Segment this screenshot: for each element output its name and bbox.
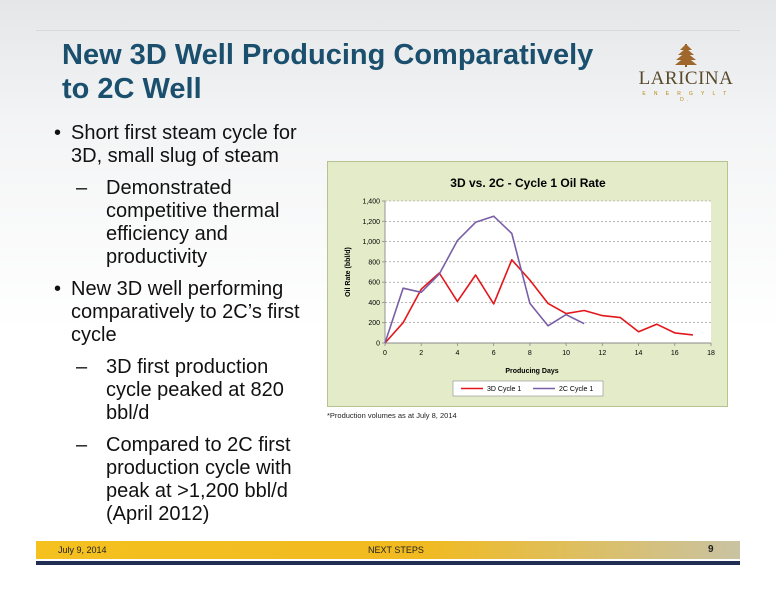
- x-tick-label: 14: [635, 350, 643, 357]
- chart-title: 3D vs. 2C - Cycle 1 Oil Rate: [450, 176, 606, 190]
- sub-bullet-item: – 3D first production cycle peaked at 82…: [54, 356, 316, 425]
- sub-bullet-text: 3D first production cycle peaked at 820 …: [106, 356, 284, 424]
- company-logo: LARICINA E N E R G Y L T D.: [636, 42, 736, 103]
- y-tick-label: 1,000: [362, 239, 380, 246]
- logo-wordmark: LARICINA: [638, 68, 734, 89]
- logo-tagline: E N E R G Y L T D.: [642, 91, 730, 103]
- footer-bar: [36, 541, 740, 559]
- x-tick-label: 2: [419, 350, 423, 357]
- sub-bullet-marker: –: [76, 356, 88, 378]
- bullet-text: Short first steam cycle for 3D, small sl…: [71, 122, 297, 167]
- bullet-list: • Short first steam cycle for 3D, small …: [54, 122, 316, 535]
- y-tick-label: 800: [368, 259, 380, 266]
- oil-rate-chart: 3D vs. 2C - Cycle 1 Oil Rate Oil Rate (b…: [327, 161, 728, 407]
- sub-bullet-marker: –: [76, 434, 88, 456]
- y-tick-label: 600: [368, 280, 380, 287]
- y-tick-label: 400: [368, 300, 380, 307]
- sub-bullet-text: Compared to 2C first production cycle wi…: [106, 434, 292, 525]
- legend-label: 3D Cycle 1: [487, 386, 521, 393]
- chart-svg: 3D vs. 2C - Cycle 1 Oil Rate Oil Rate (b…: [345, 176, 715, 397]
- footer-section-label: NEXT STEPS: [368, 545, 424, 555]
- bullet-item: • New 3D well performing comparatively t…: [54, 278, 316, 347]
- bullet-marker: •: [54, 122, 62, 144]
- footnote: *Production volumes as at July 8, 2014: [327, 411, 457, 420]
- y-tick-label: 0: [376, 341, 380, 348]
- y-tick-label: 1,200: [362, 219, 380, 226]
- slide-title: New 3D Well Producing Comparatively to 2…: [62, 39, 594, 105]
- bullet-text: New 3D well performing comparatively to …: [71, 278, 300, 346]
- x-tick-label: 0: [383, 350, 387, 357]
- footer-date: July 9, 2014: [58, 545, 107, 555]
- legend-box: [452, 380, 604, 397]
- sub-bullet-marker: –: [76, 177, 88, 199]
- legend-label: 2C Cycle 1: [559, 386, 593, 393]
- series-line-3d-cycle-1: [384, 259, 693, 344]
- series-line-2c-cycle-1: [384, 215, 585, 344]
- sub-bullet-item: – Demonstrated competitive thermal effic…: [54, 177, 316, 269]
- sub-bullet-text: Demonstrated competitive thermal efficie…: [106, 177, 280, 268]
- x-tick-label: 10: [562, 350, 570, 357]
- x-tick-label: 4: [455, 350, 459, 357]
- x-tick-label: 16: [671, 350, 679, 357]
- y-tick-label: 200: [368, 320, 380, 327]
- bullet-marker: •: [54, 278, 62, 300]
- larch-tree-icon: [675, 44, 697, 67]
- x-tick-label: 8: [528, 350, 532, 357]
- page-number: 9: [708, 544, 714, 555]
- x-axis-label: Producing Days: [505, 368, 558, 375]
- sub-bullet-item: – Compared to 2C first production cycle …: [54, 434, 316, 526]
- bullet-item: • Short first steam cycle for 3D, small …: [54, 122, 316, 168]
- y-axis-label: Oil Rate (bbl/d): [345, 247, 352, 297]
- x-tick-label: 6: [492, 350, 496, 357]
- y-tick-label: 1,400: [362, 199, 380, 206]
- x-tick-label: 12: [598, 350, 606, 357]
- top-divider: [36, 30, 740, 31]
- x-tick-label: 18: [707, 350, 715, 357]
- footer-rule: [36, 561, 740, 565]
- plot-area: [385, 201, 711, 343]
